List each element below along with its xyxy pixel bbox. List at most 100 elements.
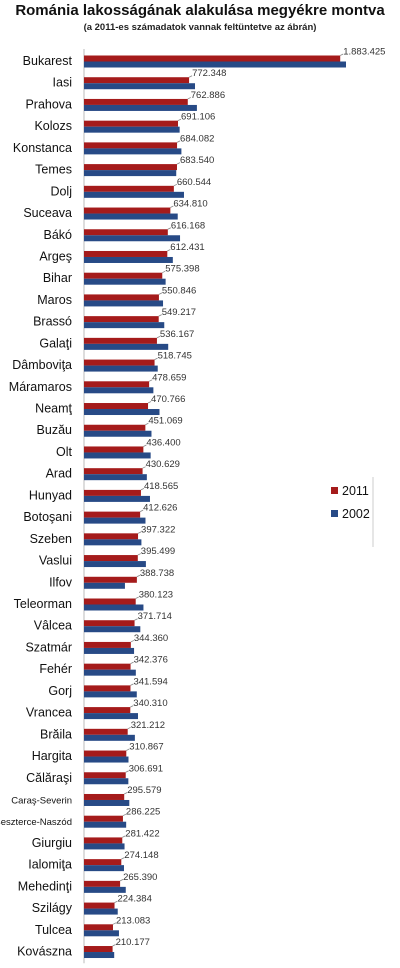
value-leader [130,640,135,643]
bar-2002 [84,409,160,416]
value-leader [173,183,178,187]
value-leader [135,596,139,599]
legend-swatch [331,510,338,517]
category-label: Máramaros [9,380,72,394]
value-leader [127,726,131,730]
bar-2011 [84,707,131,714]
bar-2002 [84,474,147,481]
value-label: 321.212 [131,720,165,731]
value-leader [136,574,141,578]
category-label: Buzău [37,423,72,437]
value-label: 634.810 [173,199,207,210]
value-leader [187,97,191,100]
category-label: Ialomiţa [28,858,72,872]
bar-2002 [84,148,182,155]
bar-2002 [84,756,129,763]
bar-2002 [84,647,135,654]
bar-2002 [84,61,346,68]
value-label: 691.106 [181,112,215,123]
bar-2011 [84,750,127,757]
value-label: 274.148 [124,850,158,861]
bar-2002 [84,495,150,502]
value-leader [134,618,138,621]
value-label: 341.594 [133,676,167,687]
value-leader [137,531,142,534]
value-leader [119,879,124,882]
bar-2011 [84,98,188,105]
category-label: Iasi [53,76,72,90]
value-label: 430.629 [146,459,180,470]
value-leader [188,75,193,78]
value-leader [112,944,116,947]
bar-2011 [84,424,146,431]
bar-2002 [84,213,178,220]
bar-2002 [84,517,146,524]
bar-2002 [84,191,184,198]
value-leader [143,444,147,447]
bar-2002 [84,365,158,372]
category-label: Vaslui [39,554,72,568]
bar-2002 [84,582,125,589]
bar-2011 [84,489,141,496]
value-leader [158,314,162,317]
bar-2011 [84,837,123,844]
bar-2011 [84,555,138,562]
category-label: Neamţ [35,402,72,416]
value-leader [112,922,117,925]
bar-2011 [84,533,139,540]
bar-2011 [84,55,341,62]
value-label: 380.123 [139,590,173,601]
bar-2002 [84,322,165,329]
value-leader [162,270,166,274]
bar-2002 [84,669,136,676]
category-label: Konstanca [13,141,72,155]
legend-label: 2002 [342,507,370,521]
value-leader [340,53,344,56]
category-label: Giurgiu [32,836,72,850]
bar-2011 [84,468,143,475]
bar-2002 [84,626,141,633]
category-label: Gorj [48,684,72,698]
bar-2011 [84,142,178,149]
category-label: Kovászna [17,945,72,959]
bar-2002 [84,604,144,611]
bar-2011 [84,902,115,909]
value-leader [148,379,153,382]
value-label: 340.310 [133,698,167,709]
category-label: Kolozs [34,119,72,133]
value-label: 772.348 [192,68,226,79]
value-leader [125,770,129,773]
bar-2011 [84,250,168,257]
value-label: 295.579 [127,785,161,796]
value-label: 371.714 [138,611,172,622]
bar-2011 [84,663,131,670]
value-leader [167,227,171,230]
bar-2011 [84,207,171,214]
value-leader [130,683,134,686]
bar-2002 [84,256,173,263]
value-leader [177,118,182,122]
bar-2002 [84,908,118,915]
category-label: Arad [46,467,72,481]
category-label: Bukarest [23,54,73,68]
bar-2002 [84,430,152,437]
category-label: Călăraşi [26,771,72,785]
bar-2011 [84,793,125,800]
category-label: Teleorman [14,597,72,611]
legend: 2011 2002 [331,477,374,547]
value-label: 310.867 [129,742,163,753]
value-leader [124,792,128,795]
bar-2002 [84,886,126,893]
value-leader [122,813,127,817]
value-leader [176,162,181,165]
bar-2011 [84,511,141,518]
bar-2011 [84,185,174,192]
category-label: Vâlcea [34,619,72,633]
category-label: Galaţi [39,336,72,350]
value-leader [147,401,152,404]
bar-2011 [84,359,155,366]
category-label: Hargita [32,749,72,763]
value-leader [158,292,163,295]
value-leader [145,422,149,426]
category-label: Bákó [44,228,73,242]
